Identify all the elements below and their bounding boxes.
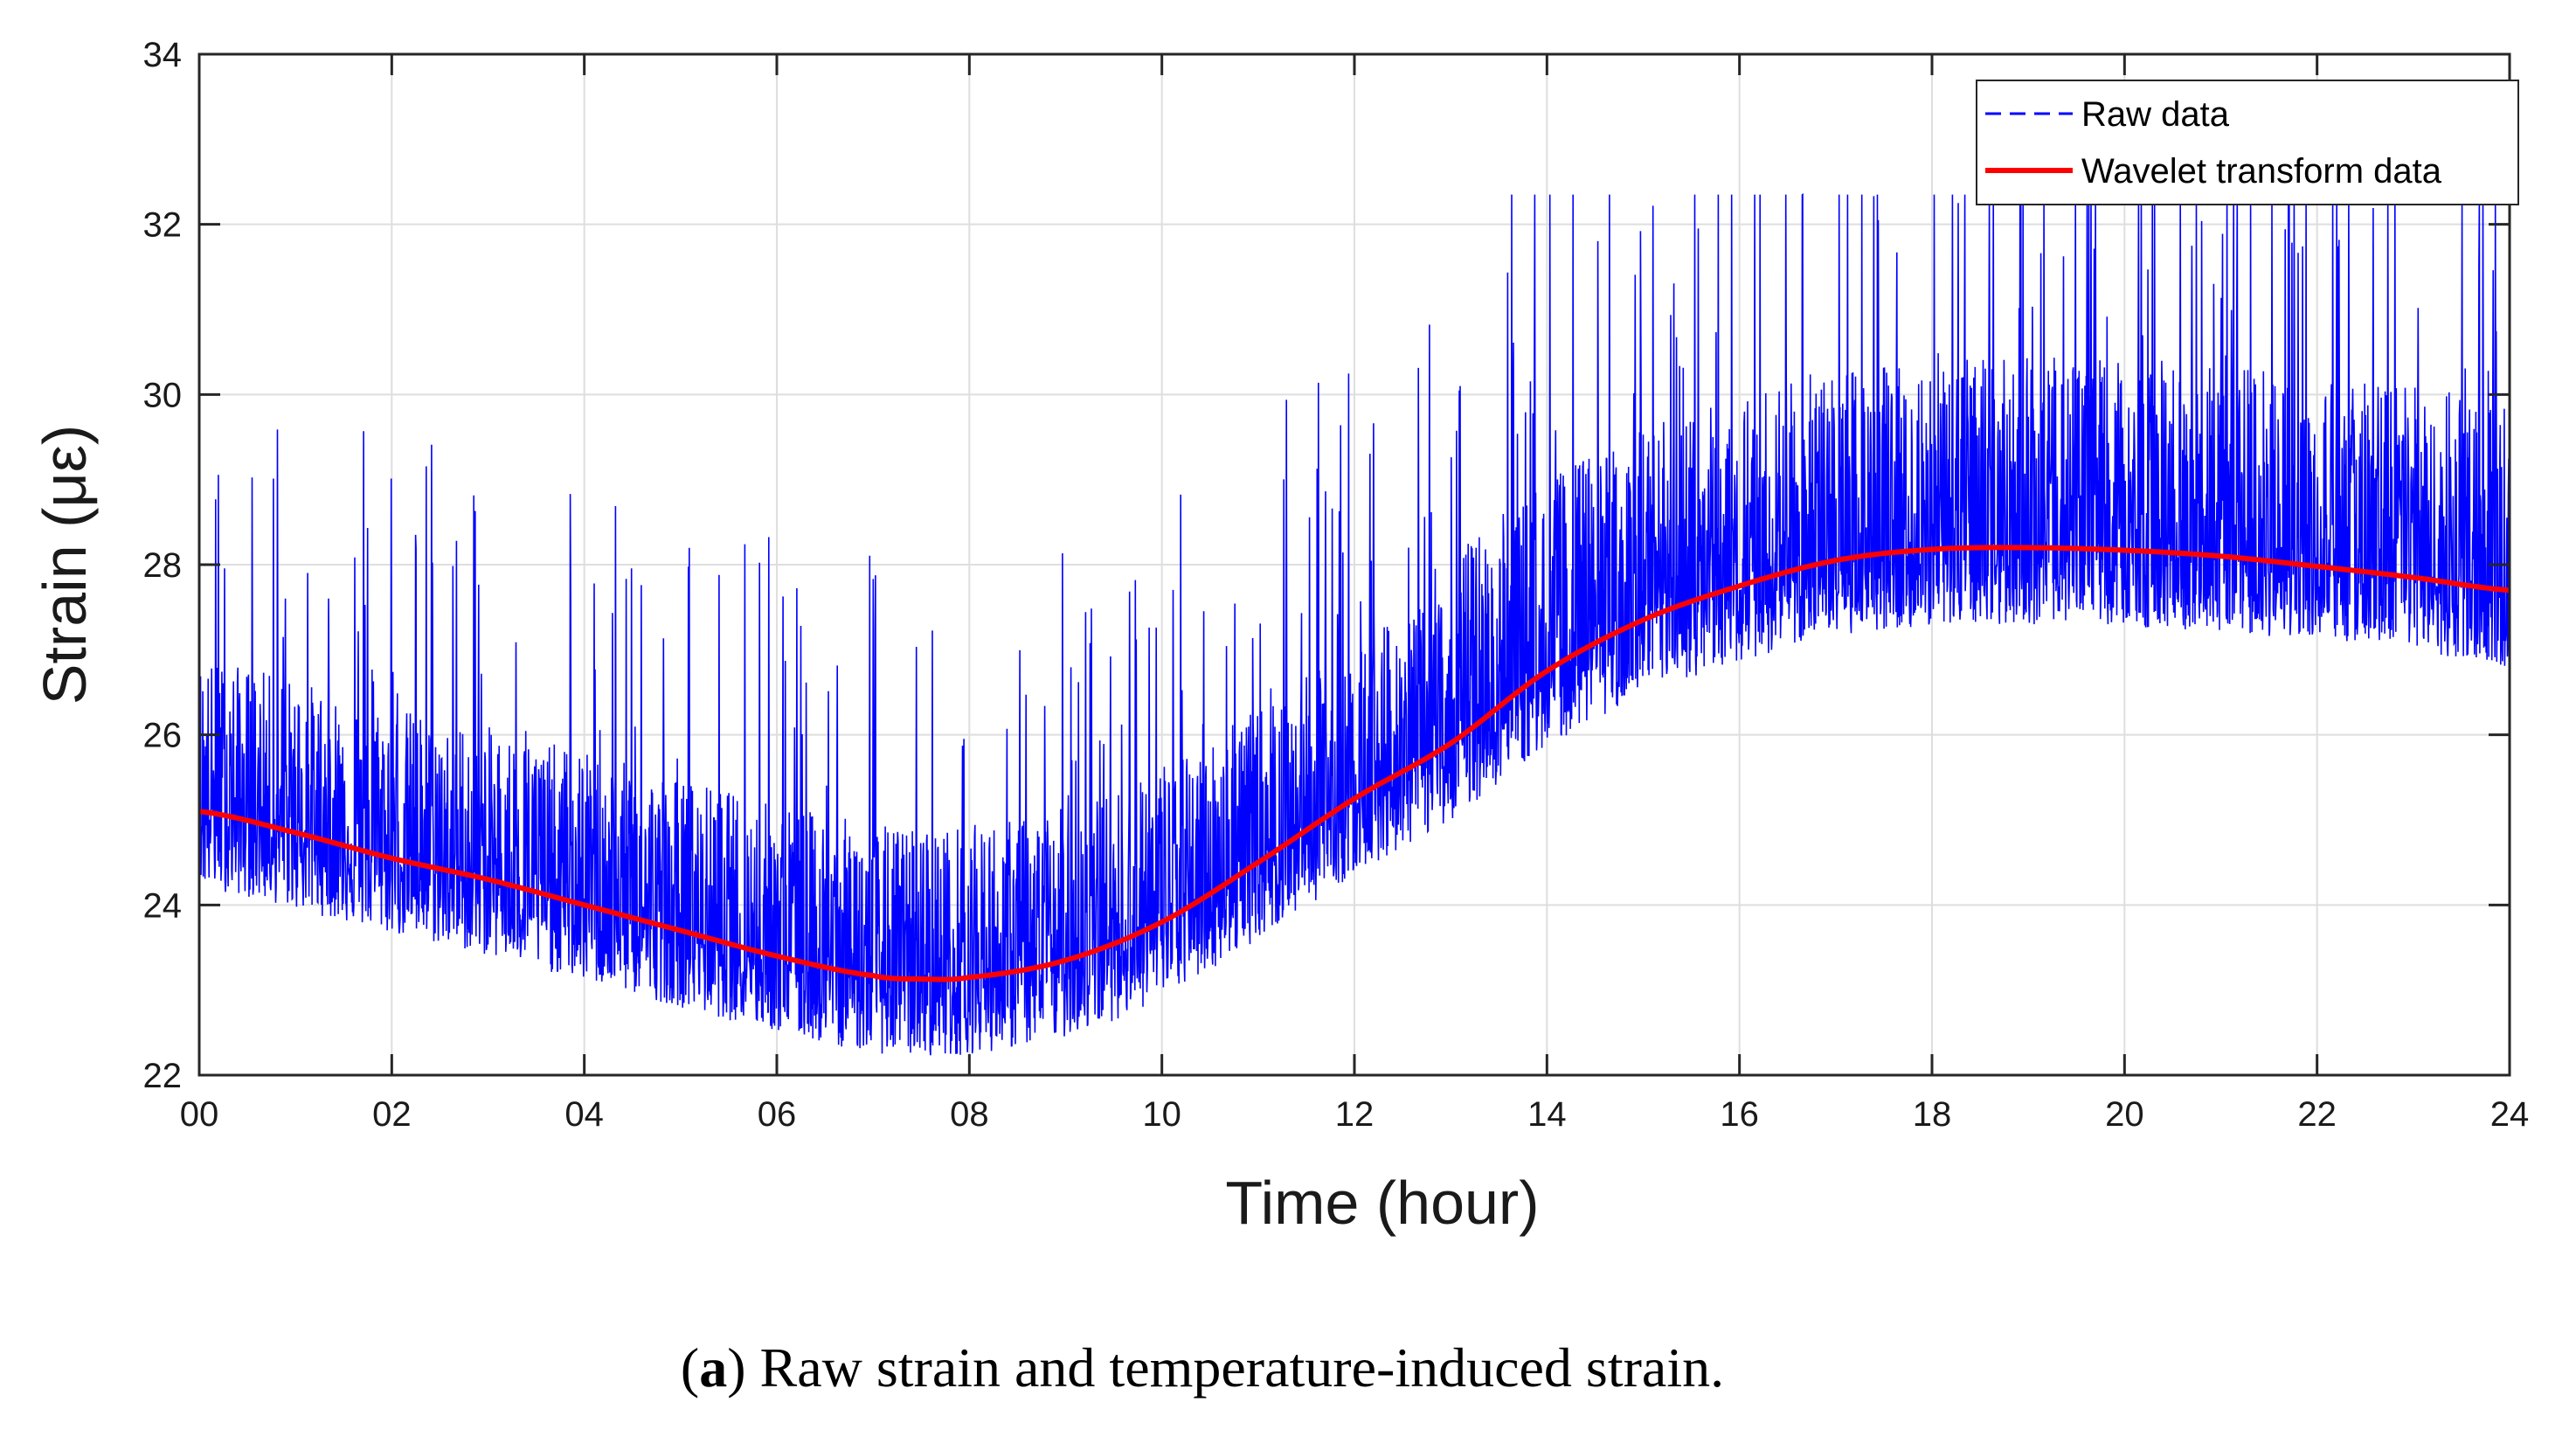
x-tick-label-00: 00 [180,1095,219,1134]
x-tick-label-22: 22 [2297,1095,2337,1134]
x-axis-title: Time (hour) [1225,1169,1539,1237]
x-tick-label-06: 06 [758,1095,797,1134]
x-tick-label-08: 08 [950,1095,989,1134]
raw-data-series [198,192,2510,1056]
wavelet-transform-line [198,545,2510,982]
legend: Raw data Wavelet transform data [1976,80,2519,205]
x-tick-label-20: 20 [2105,1095,2144,1134]
caption-label: a [699,1336,727,1399]
y-tick-label-34: 34 [143,36,183,74]
y-tick-label-26: 26 [143,717,183,755]
x-tick-label-18: 18 [1913,1095,1952,1134]
x-tick-label-12: 12 [1335,1095,1375,1134]
x-tick-label-24: 24 [2490,1095,2530,1134]
y-tick-labels: 22 24 26 28 30 32 34 [143,36,183,1095]
x-tick-label-10: 10 [1142,1095,1181,1134]
y-tick-label-24: 24 [143,886,183,925]
x-tick-label-04: 04 [564,1095,604,1134]
legend-wavelet-label: Wavelet transform data [2081,152,2442,191]
y-tick-label-22: 22 [143,1057,183,1095]
legend-box [1976,80,2519,205]
x-tick-label-16: 16 [1720,1095,1759,1134]
axis-ticks [197,52,2511,1077]
caption-text: Raw strain and temperature-induced strai… [746,1336,1725,1399]
figure-caption: (a) Raw strain and temperature-induced s… [681,1336,1724,1399]
x-tick-label-14: 14 [1527,1095,1567,1134]
y-tick-label-30: 30 [143,376,183,414]
y-tick-label-32: 32 [143,206,183,245]
raw-data-trace [198,192,2510,1056]
y-tick-label-28: 28 [143,546,183,585]
y-axis-title: Strain (με) [31,425,99,705]
legend-raw-label: Raw data [2081,95,2230,134]
x-tick-label-02: 02 [372,1095,412,1134]
x-tick-labels: 00 02 04 06 08 10 12 14 16 18 20 22 24 [180,1095,2530,1134]
